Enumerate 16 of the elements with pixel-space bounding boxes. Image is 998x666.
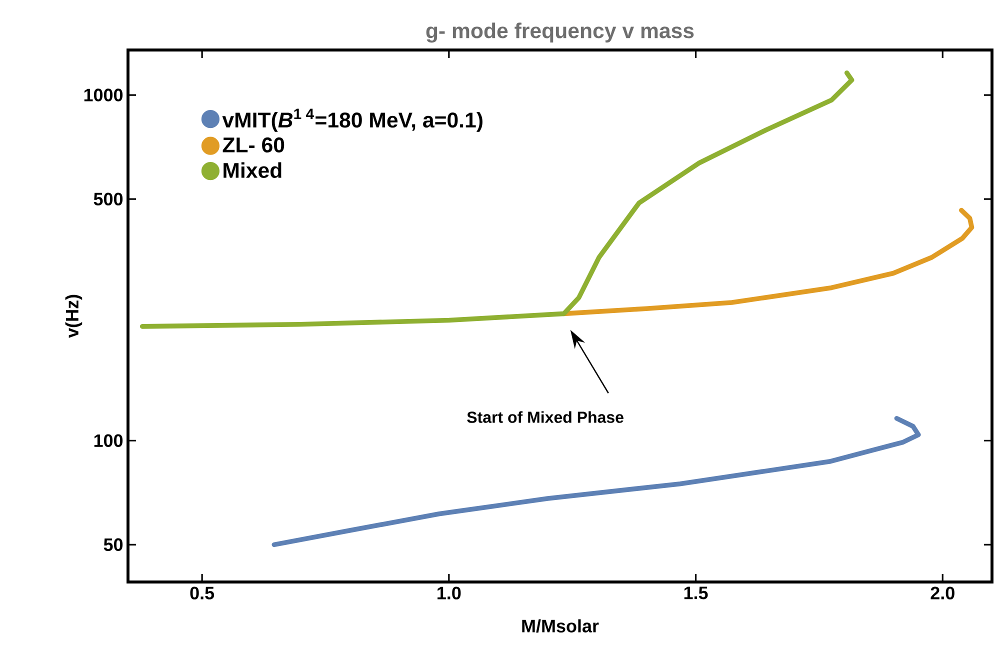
x-tick-label: 0.5	[190, 586, 214, 600]
x-axis-title: M/Msolar	[522, 619, 599, 633]
legend-label: ZL- 60	[222, 137, 284, 153]
y-tick-label: 1000	[84, 88, 123, 102]
y-tick-label: 500	[94, 192, 123, 206]
y-tick-label: 50	[104, 538, 123, 552]
legend-label: vMIT(B$^{1 4}$=180 MeV, a=0.1)	[222, 108, 482, 132]
x-tick-label: 2.0	[930, 586, 954, 600]
x-tick-label: 1.5	[684, 586, 708, 600]
legend-label: Mixed	[224, 162, 282, 178]
y-axis-title: v(Hz)	[65, 294, 82, 338]
annotation: Start of Mixed Phase	[467, 411, 624, 423]
chart-title: g- mode frequency v mass	[426, 22, 694, 43]
y-tick-label: 100	[94, 434, 123, 447]
line-series	[140, 70, 854, 329]
x-tick-label: 1.0	[438, 586, 461, 600]
